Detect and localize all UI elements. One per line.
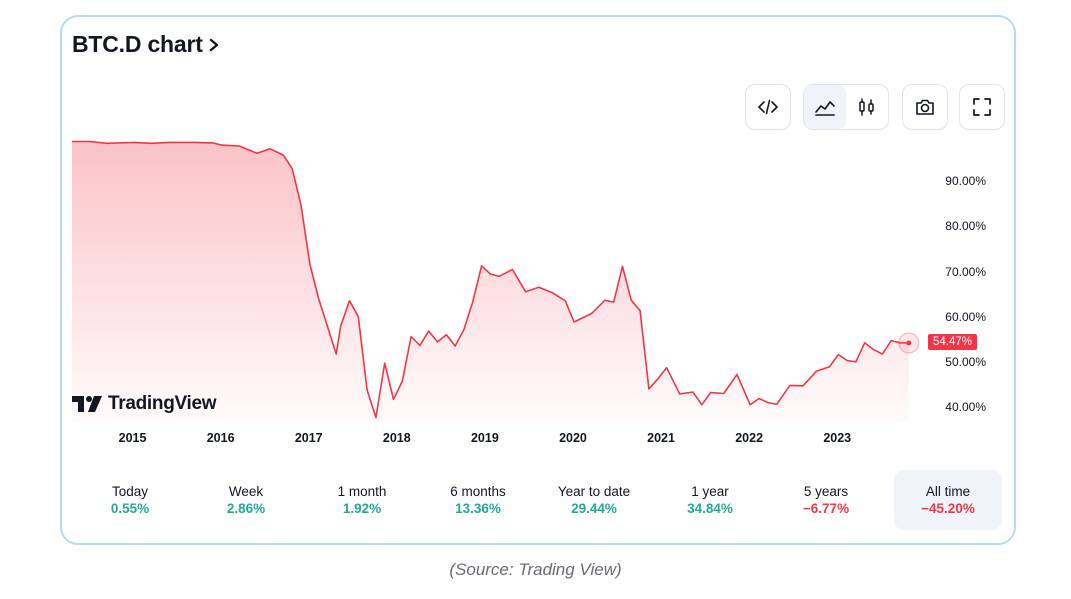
x-tick-label: 2023 (823, 431, 852, 445)
area-fill (72, 141, 909, 422)
period-change-value: 29.44% (571, 501, 617, 516)
period-6-months[interactable]: 6 months 13.36% (420, 470, 536, 530)
x-tick-label: 2015 (118, 431, 147, 445)
period-label: 5 years (803, 484, 849, 499)
y-tick-label: 60.00% (945, 309, 986, 324)
period-change-value: 2.86% (226, 501, 266, 516)
performance-periods: Today 0.55% Week 2.86% 1 month 1.92% 6 months 1… (72, 470, 1002, 530)
tradingview-mark-icon (72, 396, 102, 412)
x-tick-label: 2021 (647, 431, 675, 445)
period-week[interactable]: Week 2.86% (188, 470, 304, 530)
period-label: 1 month (337, 484, 387, 499)
chart-style-toolbar (803, 84, 889, 130)
y-tick-label: 50.00% (945, 355, 986, 370)
chart-title: BTC.D chart (72, 31, 203, 57)
period-5-years[interactable]: 5 years −6.77% (768, 470, 884, 530)
x-tick-label: 2019 (470, 431, 499, 445)
snapshot-button[interactable] (903, 85, 947, 129)
last-point (906, 340, 912, 346)
y-tick-label: 70.00% (945, 264, 986, 279)
x-tick-label: 2020 (559, 431, 587, 445)
period-label: 1 year (691, 484, 729, 499)
period-label: Week (228, 484, 264, 499)
fullscreen-button[interactable] (960, 85, 1004, 129)
period-change-value: −6.77% (802, 501, 850, 516)
code-icon (758, 99, 778, 115)
x-tick-label: 2022 (735, 431, 764, 445)
period-label: Today (111, 484, 149, 499)
y-tick-label: 80.00% (945, 219, 986, 234)
fullscreen-toolbar (959, 84, 1005, 130)
period-1-month[interactable]: 1 month 1.92% (304, 470, 420, 530)
x-tick-label: 2018 (382, 431, 411, 445)
btc-dominance-widget: BTC.D chart (60, 15, 1016, 545)
period-year-to-date[interactable]: Year to date 29.44% (536, 470, 652, 530)
area-chart-icon (815, 101, 835, 116)
x-tick-label: 2017 (294, 431, 323, 445)
period-all-time[interactable]: All time −45.20% (894, 470, 1002, 530)
area-chart[interactable] (62, 17, 1018, 547)
period-label: All time (925, 484, 971, 499)
period-change-value: −45.20% (921, 501, 975, 516)
current-value-badge: 54.47% (928, 333, 978, 350)
series-line (72, 140, 909, 419)
area-style-button[interactable] (804, 85, 846, 129)
embed-toolbar (745, 84, 791, 130)
chevron-right-icon (209, 38, 218, 51)
camera-icon (916, 99, 934, 115)
candlestick-icon (859, 98, 874, 116)
y-tick-label: 40.00% (945, 400, 986, 415)
period-label: Year to date (557, 484, 631, 499)
candles-style-button[interactable] (846, 85, 888, 129)
period-change-value: 13.36% (455, 501, 501, 516)
tradingview-logo-text: TradingView (108, 393, 217, 414)
period-label: 6 months (450, 484, 506, 499)
chart-title-link[interactable]: BTC.D chart (72, 31, 221, 58)
source-caption: (Source: Trading View) (449, 560, 622, 579)
tradingview-logo[interactable]: TradingView (72, 393, 217, 415)
period-change-value: 0.55% (110, 501, 150, 516)
period-today[interactable]: Today 0.55% (72, 470, 188, 530)
embed-code-button[interactable] (746, 85, 790, 129)
x-tick-label: 2016 (206, 431, 235, 445)
y-tick-label: 90.00% (945, 174, 986, 189)
snapshot-toolbar (902, 84, 948, 130)
fullscreen-icon (973, 98, 991, 116)
period-1-year[interactable]: 1 year 34.84% (652, 470, 768, 530)
period-change-value: 34.84% (687, 501, 733, 516)
period-change-value: 1.92% (342, 501, 382, 516)
